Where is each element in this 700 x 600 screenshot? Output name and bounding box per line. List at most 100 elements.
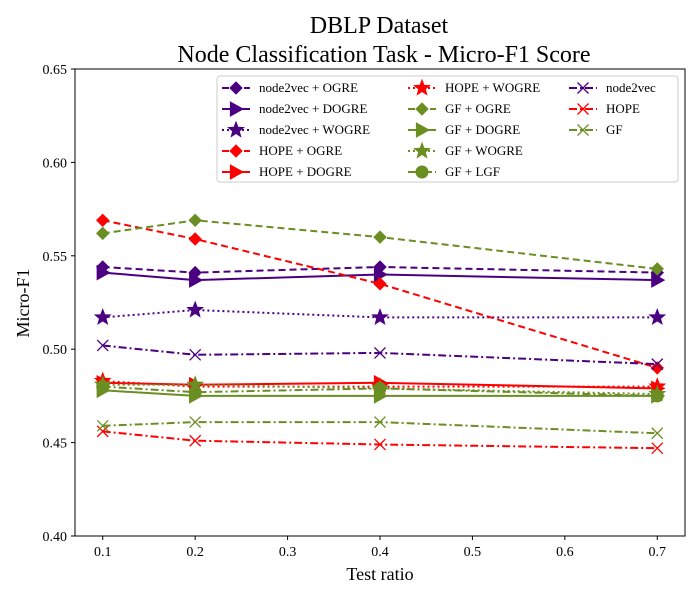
data-point bbox=[188, 213, 202, 228]
legend-item: HOPE + WOGRE bbox=[408, 78, 540, 96]
series-line bbox=[102, 430, 658, 450]
x-axis-label: Test ratio bbox=[346, 564, 413, 584]
legend-marker bbox=[229, 101, 245, 117]
y-tick-label: 0.45 bbox=[43, 437, 68, 452]
legend-marker bbox=[577, 124, 589, 136]
data-point bbox=[374, 438, 386, 451]
legend-marker bbox=[413, 141, 431, 159]
data-point bbox=[189, 434, 202, 447]
data-point bbox=[189, 416, 202, 429]
legend-item: HOPE + DOGRE bbox=[222, 164, 352, 180]
legend-item: GF + OGRE bbox=[408, 101, 511, 116]
y-tick-label: 0.40 bbox=[43, 530, 68, 545]
x-tick-label: 0.5 bbox=[464, 545, 482, 560]
series-gf bbox=[96, 416, 664, 440]
y-axis-label: Micro-F1 bbox=[13, 269, 33, 338]
chart-title: DBLP Dataset bbox=[310, 13, 449, 39]
legend-label: GF + OGRE bbox=[445, 101, 511, 116]
series-node2vec-dogre bbox=[96, 264, 666, 288]
data-point bbox=[96, 339, 109, 352]
legend-item: GF + DOGRE bbox=[408, 122, 520, 138]
legend-marker bbox=[415, 102, 429, 116]
data-point bbox=[96, 264, 111, 281]
series-hope bbox=[96, 425, 664, 455]
legend-label: HOPE + OGRE bbox=[259, 143, 342, 158]
data-point bbox=[373, 381, 387, 395]
series-line bbox=[102, 265, 658, 274]
legend-item: node2vec bbox=[569, 80, 656, 95]
legend-item: node2vec + WOGRE bbox=[222, 120, 370, 138]
legend-label: node2vec + DOGRE bbox=[259, 101, 367, 116]
data-point bbox=[373, 277, 387, 291]
legend-item: node2vec + OGRE bbox=[222, 80, 358, 95]
data-point bbox=[373, 230, 387, 244]
series-line bbox=[102, 421, 658, 435]
legend-marker bbox=[415, 165, 429, 179]
legend-label: GF + DOGRE bbox=[445, 122, 520, 137]
legend-item: GF bbox=[569, 122, 623, 137]
legend-marker bbox=[413, 78, 431, 96]
data-point bbox=[650, 262, 664, 276]
data-point bbox=[374, 346, 386, 359]
legend-label: HOPE + WOGRE bbox=[445, 80, 540, 95]
data-point bbox=[188, 232, 202, 246]
series-node2vec bbox=[96, 339, 664, 371]
y-tick-label: 0.60 bbox=[43, 156, 68, 171]
data-point bbox=[651, 427, 664, 440]
data-point bbox=[189, 272, 204, 288]
series-line bbox=[102, 219, 658, 270]
legend-item: HOPE bbox=[569, 101, 640, 116]
legend-label: HOPE bbox=[606, 101, 640, 116]
legend-item: node2vec + DOGRE bbox=[222, 101, 367, 117]
legend-label: GF + LGF bbox=[445, 164, 500, 179]
axes: 0.1 0.2 0.3 0.4 0.5 0.6 0.7 0.40 0.45 0.50 0.55 0.6… bbox=[43, 63, 686, 560]
data-point bbox=[651, 272, 666, 288]
data-point bbox=[96, 380, 110, 394]
legend-label: node2vec bbox=[606, 80, 656, 95]
series-line bbox=[102, 385, 658, 397]
data-point bbox=[93, 308, 112, 326]
y-tick-label: 0.55 bbox=[43, 250, 68, 265]
legend-item: HOPE + OGRE bbox=[222, 143, 342, 158]
series-node2vec-wogre bbox=[93, 300, 667, 326]
legend-marker bbox=[577, 82, 589, 94]
legend-label: GF bbox=[606, 122, 623, 137]
data-point bbox=[189, 348, 202, 361]
data-point bbox=[188, 385, 202, 399]
legend-label: GF + WOGRE bbox=[445, 143, 523, 158]
legend-item: GF + WOGRE bbox=[408, 141, 523, 159]
data-point bbox=[96, 213, 110, 228]
y-tick-label: 0.50 bbox=[43, 343, 68, 358]
legend-label: node2vec + OGRE bbox=[259, 80, 358, 95]
legend-marker bbox=[227, 120, 245, 138]
legend-label: HOPE + DOGRE bbox=[259, 164, 352, 179]
y-tick-label: 0.65 bbox=[43, 63, 68, 78]
series-line bbox=[102, 219, 658, 369]
plot-area bbox=[93, 213, 667, 455]
chart-subtitle: Node Classification Task - Micro-F1 Scor… bbox=[177, 42, 590, 68]
legend-marker bbox=[229, 81, 243, 95]
data-point bbox=[186, 300, 205, 318]
data-point bbox=[374, 416, 386, 429]
x-tick-label: 0.2 bbox=[186, 545, 204, 560]
series-line bbox=[102, 344, 658, 366]
series-gf-ogre bbox=[96, 213, 664, 276]
legend-marker bbox=[229, 144, 243, 158]
x-tick-label: 0.4 bbox=[371, 545, 389, 560]
legend-item: GF + LGF bbox=[408, 164, 500, 179]
data-point bbox=[96, 226, 110, 241]
data-point bbox=[371, 308, 389, 326]
legend-marker bbox=[415, 122, 431, 138]
legend-marker bbox=[229, 164, 245, 180]
series-line bbox=[102, 271, 658, 282]
series-line bbox=[102, 389, 658, 397]
data-point bbox=[650, 361, 664, 375]
data-point bbox=[96, 419, 109, 432]
legend-box bbox=[216, 75, 679, 183]
x-tick-label: 0.1 bbox=[94, 545, 112, 560]
legend-marker bbox=[577, 103, 589, 115]
x-tick-label: 0.6 bbox=[556, 545, 574, 560]
data-point bbox=[96, 425, 109, 438]
series-gf-lgf bbox=[96, 380, 664, 403]
